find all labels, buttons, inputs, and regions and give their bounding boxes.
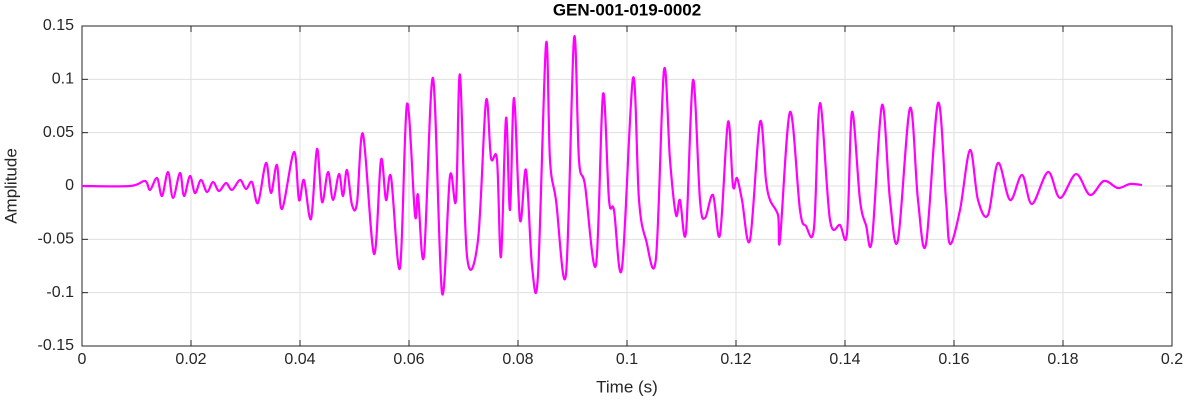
x-tick-label: 0.06 <box>393 351 424 368</box>
y-tick-label: 0 <box>65 177 74 194</box>
y-tick-label: -0.1 <box>46 284 74 301</box>
x-tick-label: 0.1 <box>616 351 638 368</box>
y-axis-label: Amplitude <box>1 148 20 224</box>
y-tick-label: 0.15 <box>43 17 74 34</box>
signal-line <box>81 34 1143 296</box>
x-tick-label: 0.12 <box>720 351 751 368</box>
y-tick-label: 0.05 <box>43 124 74 141</box>
y-tick-label: -0.05 <box>38 231 75 248</box>
x-tick-label: 0.02 <box>175 351 206 368</box>
x-tick-label: 0.16 <box>938 351 969 368</box>
x-axis-label: Time (s) <box>596 377 658 396</box>
x-tick-label: 0.2 <box>1161 351 1183 368</box>
x-tick-label: 0.18 <box>1047 351 1078 368</box>
y-tick-label: -0.15 <box>38 337 75 354</box>
x-tick-label: 0.14 <box>829 351 860 368</box>
x-tick-label: 0.08 <box>502 351 533 368</box>
y-tick-label: 0.1 <box>52 71 74 88</box>
chart-title: GEN-001-019-0002 <box>553 0 701 19</box>
x-tick-label: 0 <box>78 351 87 368</box>
x-tick-label: 0.04 <box>284 351 315 368</box>
